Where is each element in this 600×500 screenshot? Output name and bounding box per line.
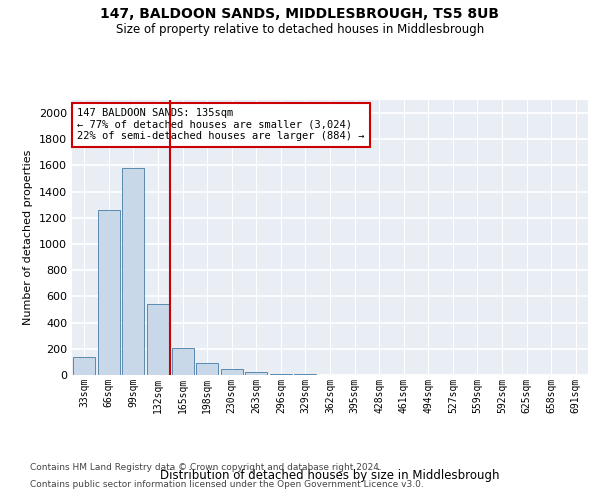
Text: Size of property relative to detached houses in Middlesbrough: Size of property relative to detached ho… xyxy=(116,22,484,36)
Text: 147, BALDOON SANDS, MIDDLESBROUGH, TS5 8UB: 147, BALDOON SANDS, MIDDLESBROUGH, TS5 8… xyxy=(101,8,499,22)
Bar xyxy=(98,210,120,375)
Y-axis label: Number of detached properties: Number of detached properties xyxy=(23,150,34,325)
Bar xyxy=(147,304,169,375)
Text: Contains HM Land Registry data © Crown copyright and database right 2024.: Contains HM Land Registry data © Crown c… xyxy=(30,462,382,471)
Bar xyxy=(172,348,194,375)
Bar xyxy=(295,374,316,375)
X-axis label: Distribution of detached houses by size in Middlesbrough: Distribution of detached houses by size … xyxy=(160,468,500,481)
Bar xyxy=(221,369,243,375)
Bar xyxy=(196,363,218,375)
Text: Contains public sector information licensed under the Open Government Licence v3: Contains public sector information licen… xyxy=(30,480,424,489)
Bar xyxy=(122,168,145,375)
Bar xyxy=(245,372,268,375)
Text: 147 BALDOON SANDS: 135sqm
← 77% of detached houses are smaller (3,024)
22% of se: 147 BALDOON SANDS: 135sqm ← 77% of detac… xyxy=(77,108,365,142)
Bar xyxy=(270,374,292,375)
Bar xyxy=(73,356,95,375)
